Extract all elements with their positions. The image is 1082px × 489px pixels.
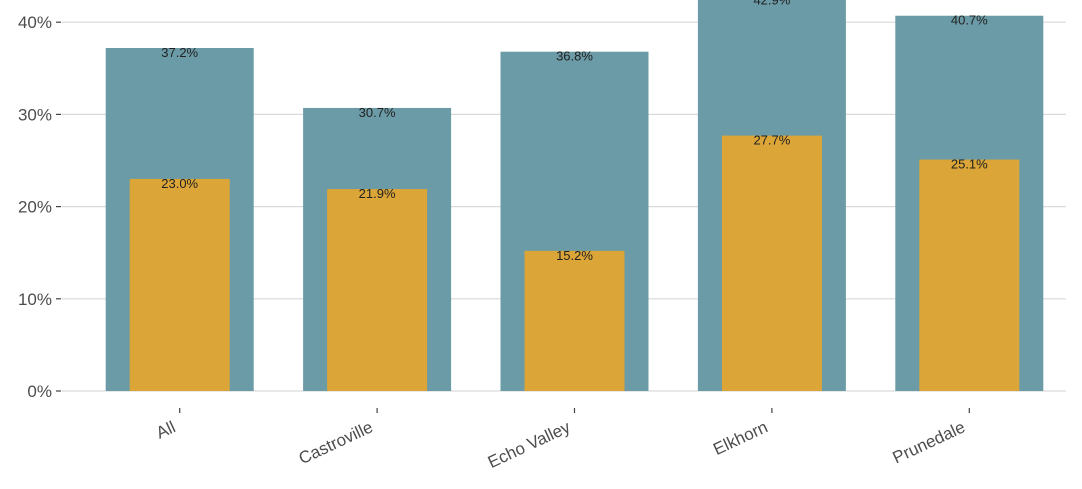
data-label-outer: 36.8%: [556, 49, 593, 64]
bar-inner: [919, 159, 1020, 391]
x-tick-label: Elkhorn: [710, 417, 770, 459]
data-label-outer: 37.2%: [161, 45, 198, 60]
bars: [105, 0, 1044, 392]
bar-inner: [524, 250, 625, 391]
x-tick-label: All: [153, 417, 178, 442]
y-tick-label: 40%: [18, 13, 52, 32]
x-tick-label: Castroville: [296, 417, 376, 468]
data-label-outer: 42.9%: [753, 0, 790, 7]
bar-inner: [129, 178, 230, 391]
x-axis: All Castroville Echo Valley Elkhorn Prunedal…: [153, 408, 970, 472]
data-label-inner: 21.9%: [359, 186, 396, 201]
y-tick-label: 10%: [18, 290, 52, 309]
bar-inner: [327, 189, 428, 391]
y-tick-label: 0%: [27, 382, 52, 401]
y-axis: 0% 10% 20% 30% 40%: [18, 13, 61, 401]
x-tick-label: Echo Valley: [485, 417, 574, 472]
data-label-outer: 30.7%: [359, 105, 396, 120]
data-label-inner: 15.2%: [556, 248, 593, 263]
x-tick-label: Prunedale: [890, 417, 968, 467]
data-labels: 37.2% 23.0% 30.7% 21.9% 36.8% 15.2% 42.9% 27.7%…: [161, 0, 988, 263]
y-tick-label: 30%: [18, 105, 52, 124]
bar-inner: [721, 135, 822, 391]
data-label-inner: 27.7%: [753, 133, 790, 148]
data-label-inner: 25.1%: [951, 157, 988, 172]
data-label-inner: 23.0%: [161, 176, 198, 191]
data-label-outer: 40.7%: [951, 13, 988, 28]
y-tick-label: 20%: [18, 198, 52, 217]
